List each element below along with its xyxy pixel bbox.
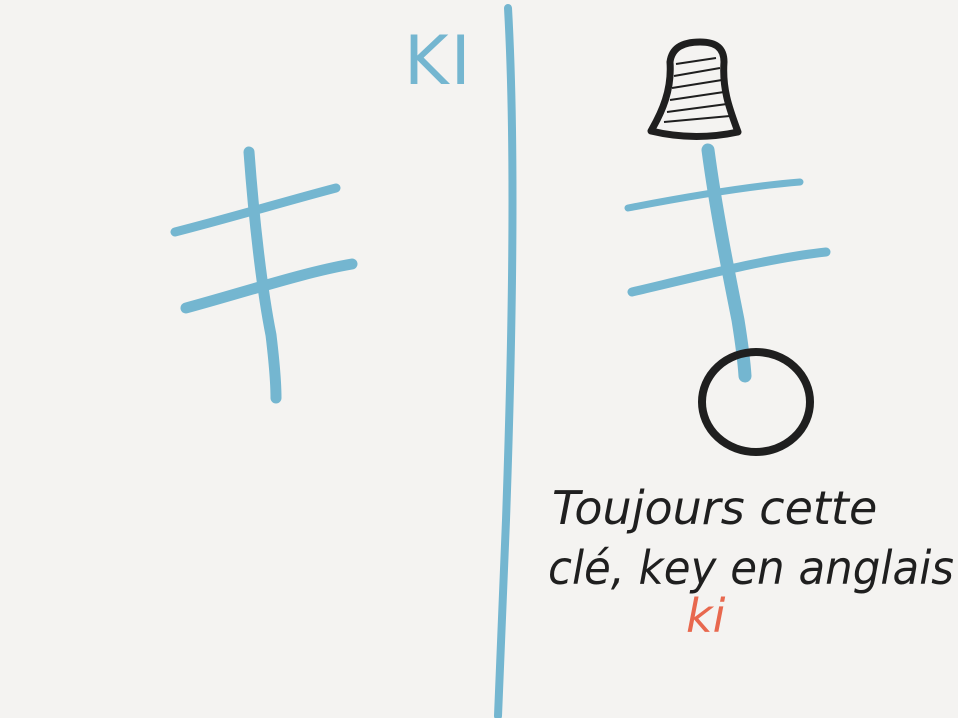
note-line-1: Toujours cette bbox=[552, 481, 877, 535]
bell-icon bbox=[647, 38, 742, 140]
page-title: KI bbox=[404, 22, 473, 101]
divider-line bbox=[494, 4, 517, 718]
loop-circle bbox=[698, 348, 814, 456]
kanji-ki-right bbox=[624, 143, 831, 383]
kanji-ki-left bbox=[170, 146, 358, 404]
note-line-2: clé, key en anglais bbox=[548, 541, 954, 595]
note-romaji: ki bbox=[686, 589, 726, 643]
